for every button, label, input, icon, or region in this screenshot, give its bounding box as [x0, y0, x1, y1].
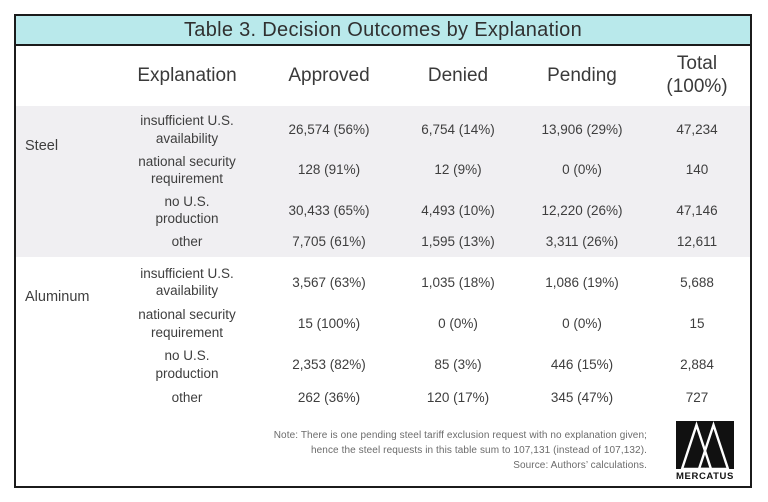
- denied-cell: 6,754 (14%): [421, 122, 495, 138]
- denied-cell: 4,493 (10%): [421, 202, 495, 218]
- section-steel: Steel insufficient U.S. availability 26,…: [16, 106, 750, 257]
- table-row: insufficient U.S. availability 26,574 (5…: [112, 112, 750, 148]
- note-line-3: Source: Authors’ calculations.: [513, 459, 647, 471]
- total-cell: 15: [689, 315, 705, 331]
- table-row: national security requirement 128 (91%) …: [112, 153, 750, 189]
- table-row: no U.S. production 2,353 (82%) 85 (3%) 4…: [112, 347, 750, 383]
- total-cell: 727: [685, 389, 709, 405]
- approved-cell: 30,433 (65%): [288, 202, 370, 218]
- column-header-denied: Denied: [427, 64, 489, 86]
- explanation-cell: national security requirement: [138, 306, 236, 340]
- denied-cell: 12 (9%): [434, 162, 482, 178]
- section-aluminum: Aluminum insufficient U.S. availability …: [16, 257, 750, 414]
- approved-cell: 3,567 (63%): [292, 274, 366, 290]
- table-row: other 7,705 (61%) 1,595 (13%) 3,311 (26%…: [112, 233, 750, 251]
- column-header-total-line1: Total: [676, 53, 718, 75]
- approved-cell: 262 (36%): [297, 389, 361, 405]
- explanation-cell: national security requirement: [138, 153, 236, 187]
- total-cell: 2,884: [680, 357, 714, 373]
- total-cell: 12,611: [676, 233, 718, 249]
- denied-cell: 0 (0%): [438, 315, 478, 331]
- pending-cell: 0 (0%): [562, 315, 602, 331]
- table-row: other 262 (36%) 120 (17%) 345 (47%) 727: [112, 389, 750, 407]
- column-header-approved: Approved: [288, 64, 370, 86]
- note-line-2: hence the steel requests in this table s…: [310, 444, 647, 456]
- row-group-label-steel: Steel: [25, 138, 59, 154]
- explanation-cell: insufficient U.S. availability: [140, 265, 234, 299]
- column-header-explanation: Explanation: [137, 64, 237, 86]
- explanation-cell: other: [171, 233, 203, 249]
- section-steel-rows: insufficient U.S. availability 26,574 (5…: [112, 106, 750, 257]
- table-row: insufficient U.S. availability 3,567 (63…: [112, 265, 750, 301]
- column-header-pending: Pending: [547, 64, 617, 86]
- pending-cell: 12,220 (26%): [541, 202, 623, 218]
- mercatus-wordmark: MERCATUS: [676, 470, 734, 482]
- total-cell: 5,688: [680, 274, 714, 290]
- table-footer: Note: There is one pending steel tariff …: [16, 414, 750, 486]
- approved-cell: 15 (100%): [297, 315, 361, 331]
- pending-cell: 13,906 (29%): [541, 122, 623, 138]
- denied-cell: 1,035 (18%): [421, 274, 495, 290]
- total-cell: 140: [685, 162, 709, 178]
- table-title-bar: Table 3. Decision Outcomes by Explanatio…: [16, 16, 750, 46]
- total-cell: 47,234: [676, 122, 718, 138]
- pending-cell: 3,311 (26%): [545, 233, 619, 249]
- approved-cell: 7,705 (61%): [292, 233, 366, 249]
- section-aluminum-rows: insufficient U.S. availability 3,567 (63…: [112, 257, 750, 414]
- explanation-cell: insufficient U.S. availability: [140, 113, 234, 147]
- table-row: no U.S. production 30,433 (65%) 4,493 (1…: [112, 193, 750, 229]
- table-title: Table 3. Decision Outcomes by Explanatio…: [183, 18, 583, 41]
- approved-cell: 128 (91%): [297, 162, 361, 178]
- mercatus-logo: MERCATUS: [675, 420, 735, 482]
- table-frame: Table 3. Decision Outcomes by Explanatio…: [14, 14, 752, 488]
- approved-cell: 2,353 (82%): [292, 357, 366, 373]
- column-header-total: Total (100%): [644, 53, 750, 99]
- note-line-1: Note: There is one pending steel tariff …: [273, 429, 647, 441]
- pending-cell: 1,086 (19%): [545, 274, 619, 290]
- table-header-row: Explanation Approved Denied Pending Tota…: [16, 46, 750, 106]
- denied-cell: 120 (17%): [426, 389, 490, 405]
- pending-cell: 0 (0%): [562, 162, 602, 178]
- row-group-label-aluminum: Aluminum: [25, 289, 90, 305]
- denied-cell: 1,595 (13%): [421, 233, 495, 249]
- explanation-cell: no U.S. production: [155, 348, 219, 382]
- approved-cell: 26,574 (56%): [288, 122, 370, 138]
- pending-cell: 345 (47%): [550, 389, 614, 405]
- table-row: national security requirement 15 (100%) …: [112, 306, 750, 342]
- explanation-cell: no U.S. production: [155, 193, 219, 227]
- table-note: Note: There is one pending steel tariff …: [274, 428, 647, 473]
- mercatus-mountains-icon: [676, 420, 734, 469]
- column-header-total-line2: (100%): [666, 76, 728, 97]
- explanation-cell: other: [171, 389, 203, 405]
- pending-cell: 446 (15%): [550, 357, 614, 373]
- denied-cell: 85 (3%): [434, 357, 482, 373]
- total-cell: 47,146: [676, 202, 718, 218]
